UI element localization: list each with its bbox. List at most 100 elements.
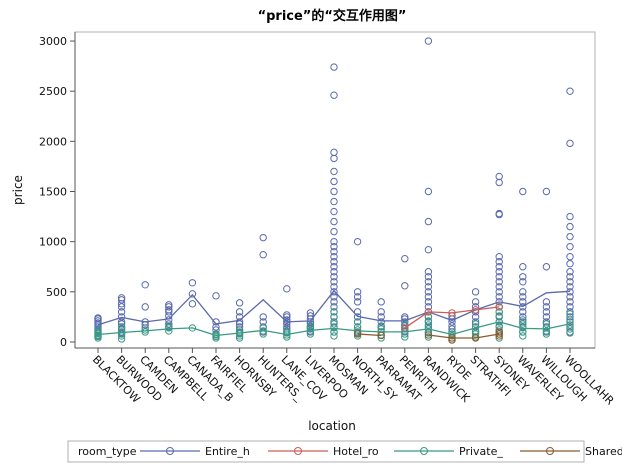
data-point — [330, 308, 338, 316]
data-point — [94, 326, 102, 334]
data-point — [566, 212, 574, 221]
data-point — [330, 91, 338, 99]
data-point — [330, 273, 338, 281]
legend: room_type Entire_h Hotel_ro Private_ Shared… — [67, 440, 622, 463]
legend-frame — [67, 440, 585, 463]
data-point — [94, 328, 102, 336]
data-point — [330, 167, 338, 176]
data-point — [235, 323, 244, 331]
data-point — [165, 327, 173, 335]
data-point — [566, 329, 574, 337]
data-point — [424, 298, 433, 306]
data-point — [283, 313, 291, 321]
legend-label: Shared_r — [585, 445, 622, 458]
data-point — [424, 329, 433, 337]
data-point — [94, 319, 102, 327]
data-point — [519, 273, 527, 281]
data-point — [283, 285, 291, 293]
data-point — [542, 320, 551, 328]
data-point — [519, 293, 527, 301]
data-point — [519, 278, 527, 286]
data-point — [330, 313, 338, 321]
y-axis-label: price — [11, 175, 25, 205]
y-tick-label: 0 — [60, 336, 67, 349]
data-point — [424, 273, 433, 281]
series-Entire_h — [94, 37, 574, 340]
data-point — [519, 288, 527, 296]
data-point — [259, 251, 267, 259]
data-point — [566, 87, 574, 95]
data-point — [519, 303, 527, 311]
data-point — [542, 308, 551, 316]
data-point — [165, 301, 173, 309]
data-point — [566, 278, 574, 286]
data-point — [188, 290, 197, 298]
data-point — [283, 331, 291, 339]
data-point — [283, 329, 291, 337]
data-point — [424, 283, 433, 291]
data-point — [353, 298, 362, 306]
data-point — [306, 309, 315, 317]
data-point — [330, 303, 338, 311]
data-point — [165, 306, 173, 314]
data-point — [424, 293, 433, 301]
data-point — [330, 253, 338, 261]
series-layer — [94, 37, 574, 344]
chart-title: “price”的“交互作用图” — [258, 8, 407, 24]
data-point — [424, 217, 433, 226]
data-point — [495, 332, 503, 340]
data-point — [330, 154, 338, 163]
data-point — [566, 253, 574, 261]
data-point — [330, 258, 338, 266]
data-point — [235, 308, 244, 316]
data-point — [495, 268, 503, 276]
data-point — [519, 332, 527, 340]
data-point — [330, 268, 338, 276]
data-point — [330, 217, 338, 226]
data-point — [283, 311, 291, 319]
legend-label: Hotel_ro — [333, 445, 379, 458]
data-point — [330, 237, 338, 246]
data-point — [471, 313, 480, 321]
legend-entry: Entire_h — [140, 445, 250, 458]
data-point — [566, 222, 574, 231]
series-Shared_r — [353, 328, 503, 344]
data-point — [495, 253, 503, 261]
data-point — [117, 318, 126, 326]
series-Hotel_ro — [401, 303, 503, 332]
data-point — [377, 298, 385, 306]
data-point — [330, 298, 338, 306]
data-point — [330, 187, 338, 196]
legend-entry: Hotel_ro — [268, 445, 379, 458]
data-point — [471, 298, 480, 306]
data-point — [424, 278, 433, 286]
data-point — [330, 320, 338, 328]
data-point — [353, 318, 362, 326]
data-point — [353, 288, 362, 296]
data-point — [424, 187, 433, 196]
data-point — [165, 308, 173, 316]
data-point — [330, 227, 338, 236]
y-tick-label: 1000 — [39, 236, 67, 249]
data-point — [495, 178, 503, 187]
x-axis: BLACKTOWBURWOODCAMDENCAMPBELLCANADA_BFAI… — [75, 347, 617, 408]
data-point — [424, 37, 433, 45]
data-point — [471, 320, 480, 328]
x-axis-label: location — [308, 419, 356, 433]
data-point — [566, 303, 574, 311]
data-point — [495, 263, 503, 271]
data-point — [330, 263, 338, 271]
data-point — [165, 303, 173, 311]
legend-marker — [166, 447, 174, 455]
data-point — [330, 177, 338, 186]
data-point — [566, 310, 574, 318]
data-point — [424, 303, 433, 311]
data-point — [424, 333, 433, 341]
data-point — [330, 197, 338, 206]
data-point — [519, 187, 527, 196]
data-point — [495, 209, 503, 218]
data-point — [377, 313, 385, 321]
y-tick-label: 3000 — [39, 35, 67, 48]
data-point — [212, 292, 220, 300]
